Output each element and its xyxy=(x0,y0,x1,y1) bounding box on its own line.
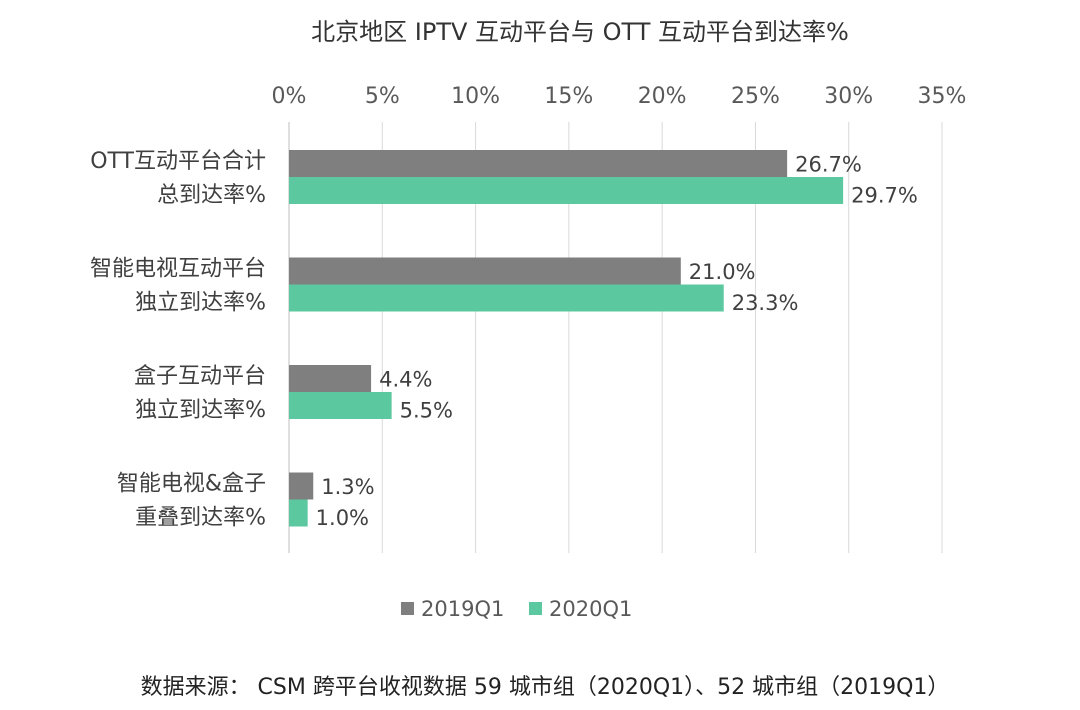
chart-title: 北京地区 IPTV 互动平台与 OTT 互动平台到达率% xyxy=(311,18,849,46)
category-label: 总到达率% xyxy=(157,183,266,208)
data-label: 5.5% xyxy=(400,399,453,423)
bar-2020Q1 xyxy=(289,392,392,419)
bar-2019Q1 xyxy=(289,150,788,177)
data-label: 21.0% xyxy=(689,260,756,284)
bar-2019Q1 xyxy=(289,472,314,500)
legend: 2019Q1 2020Q1 xyxy=(401,597,632,621)
x-tick-label: 10% xyxy=(451,84,500,109)
x-tick-label: 5% xyxy=(365,84,400,109)
data-label: 29.7% xyxy=(851,184,918,208)
x-tick-label: 15% xyxy=(544,84,593,109)
category-label: 独立到达率% xyxy=(135,291,266,316)
legend-label: 2019Q1 xyxy=(421,597,504,621)
data-label: 23.3% xyxy=(732,291,799,315)
data-label: 4.4% xyxy=(379,368,432,392)
category-label: 独立到达率% xyxy=(135,398,266,423)
legend-swatch-2019Q1 xyxy=(401,602,414,615)
category-label: 智能电视&盒子 xyxy=(117,472,266,497)
category-label: 智能电视互动平台 xyxy=(90,257,266,282)
data-label: 26.7% xyxy=(795,153,862,177)
legend-swatch-2020Q1 xyxy=(529,602,542,615)
bar-2019Q1 xyxy=(289,257,681,285)
x-tick-label: 20% xyxy=(638,84,687,109)
x-axis-ticks: 0% 5% 10% 15% 20% 25% 30% 35% xyxy=(272,84,967,109)
legend-label: 2020Q1 xyxy=(549,597,632,621)
source-note: 数据来源： CSM 跨平台收视数据 59 城市组（2020Q1）、52 城市组（… xyxy=(141,675,950,700)
bar-2020Q1 xyxy=(289,177,844,204)
data-label: 1.0% xyxy=(316,506,369,530)
bars: 26.7% 29.7% 21.0% 23.3% 4.4% 5.5% 1.3% 1.0% xyxy=(289,150,918,530)
x-tick-label: 0% xyxy=(272,84,307,109)
x-tick-label: 30% xyxy=(824,84,873,109)
category-label: OTT互动平台合计 xyxy=(90,149,266,174)
bar-2020Q1 xyxy=(289,284,724,312)
bar-2020Q1 xyxy=(289,499,308,527)
category-label: 盒子互动平台 xyxy=(134,364,266,389)
bar-2019Q1 xyxy=(289,365,372,392)
category-label: 重叠到达率% xyxy=(135,506,266,531)
x-tick-label: 35% xyxy=(918,84,967,109)
x-tick-label: 25% xyxy=(731,84,780,109)
data-label: 1.3% xyxy=(321,475,374,499)
